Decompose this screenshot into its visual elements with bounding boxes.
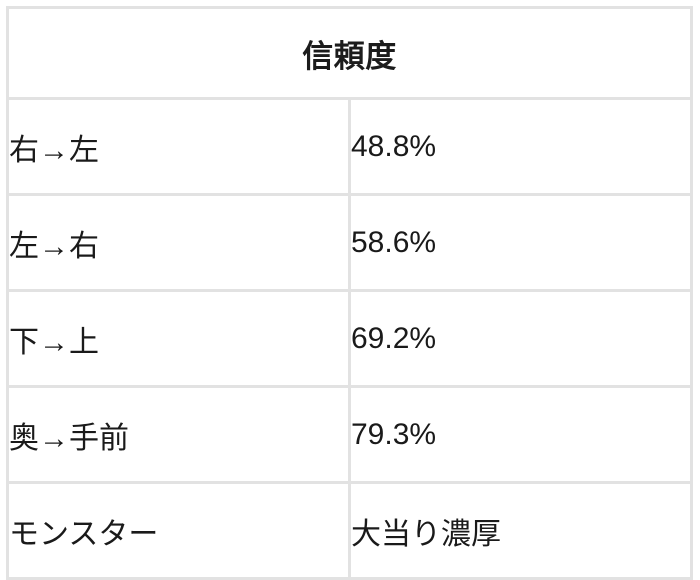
table-row: 奥→手前 79.3% [6, 385, 693, 484]
table-title: 信頼度 [6, 6, 693, 100]
row-label-right-to-left: 右→左 [6, 97, 351, 196]
row-value-monster: 大当り濃厚 [348, 481, 693, 580]
row-value-back-to-front: 79.3% [348, 385, 693, 484]
table-row: 下→上 69.2% [6, 289, 693, 388]
reliability-table: 信頼度 右→左 48.8% 左→右 58.6% 下→上 69.2% 奥→手前 7… [6, 6, 693, 580]
table-header-row: 信頼度 [6, 6, 693, 100]
table-body: 右→左 48.8% 左→右 58.6% 下→上 69.2% 奥→手前 79.3%… [6, 97, 693, 580]
row-label-left-to-right: 左→右 [6, 193, 351, 292]
row-label-monster: モンスター [6, 481, 351, 580]
row-label-back-to-front: 奥→手前 [6, 385, 351, 484]
table-row: 左→右 58.6% [6, 193, 693, 292]
row-label-down-to-up: 下→上 [6, 289, 351, 388]
row-value-right-to-left: 48.8% [348, 97, 693, 196]
row-value-down-to-up: 69.2% [348, 289, 693, 388]
table-row: 右→左 48.8% [6, 97, 693, 196]
row-value-left-to-right: 58.6% [348, 193, 693, 292]
table-row: モンスター 大当り濃厚 [6, 481, 693, 580]
page-container: 信頼度 右→左 48.8% 左→右 58.6% 下→上 69.2% 奥→手前 7… [6, 6, 693, 580]
table-header: 信頼度 [6, 6, 693, 100]
